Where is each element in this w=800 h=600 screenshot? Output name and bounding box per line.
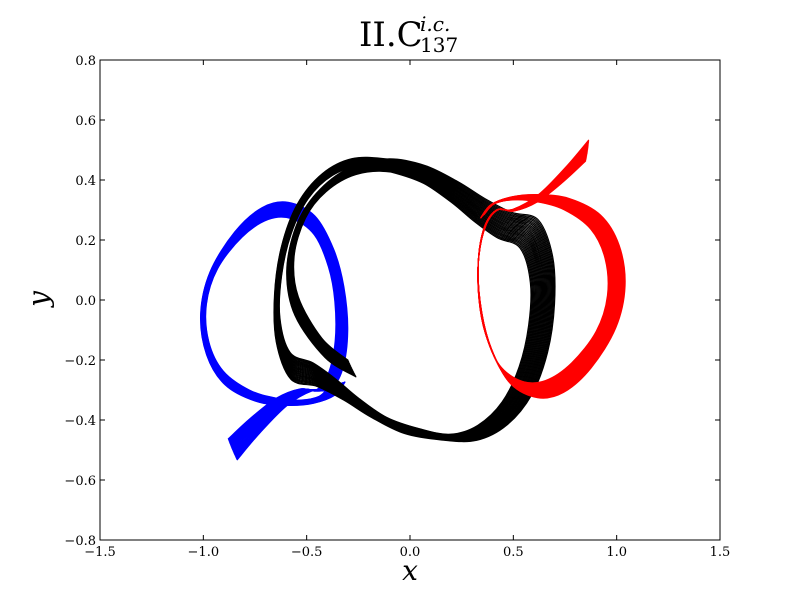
trajectory-line-1 — [277, 163, 538, 437]
chart-title-main: II.C — [359, 15, 423, 55]
y-tick-label: −0.4 — [64, 414, 96, 429]
y-tick-label: 0.8 — [75, 54, 96, 69]
trajectory-line-0 — [200, 201, 349, 461]
x-tick-label: 0.5 — [503, 545, 524, 560]
x-tick-label: −1.0 — [188, 545, 220, 560]
plot-frame — [99, 59, 721, 541]
trajectory-line-1 — [276, 162, 542, 439]
x-axis-label: x — [402, 554, 418, 587]
chart-title-superscript: i.c. — [420, 12, 450, 36]
trajectory-line-1 — [277, 163, 539, 438]
trajectory-line-1 — [276, 161, 543, 439]
y-tick-label: 0.4 — [75, 174, 96, 189]
y-tick-label: 0.6 — [75, 114, 96, 129]
trajectory-line-1 — [276, 162, 540, 438]
y-tick-label: 0.2 — [75, 234, 96, 249]
y-tick-label: 0.0 — [75, 294, 96, 309]
x-tick-label: 1.0 — [606, 545, 627, 560]
y-tick-label: −0.6 — [64, 474, 96, 489]
chart-title-subscript: 137 — [420, 33, 458, 57]
axis-ticks — [99, 59, 721, 541]
chart-title: II.C i.c. 137 — [359, 12, 458, 57]
x-tick-labels: −1.5 −1.0 −0.5 0.0 0.5 1.0 1.5 — [84, 545, 730, 560]
trajectory-line-1 — [276, 161, 544, 439]
trajectory-line-1 — [273, 156, 556, 443]
trajectory-line-1 — [276, 162, 541, 438]
y-tick-labels: −0.8 −0.6 −0.4 −0.2 0.0 0.2 0.4 0.6 0.8 — [64, 54, 96, 549]
x-tick-label: −0.5 — [291, 545, 323, 560]
x-tick-label: 0.0 — [400, 545, 421, 560]
y-axis-label: y — [22, 290, 55, 309]
x-tick-label: −1.5 — [84, 545, 116, 560]
y-tick-label: −0.2 — [64, 354, 96, 369]
trajectory-line-2 — [477, 139, 626, 399]
plot-lines — [200, 139, 626, 461]
x-tick-label: 1.5 — [710, 545, 731, 560]
y-tick-label: −0.8 — [64, 534, 96, 549]
